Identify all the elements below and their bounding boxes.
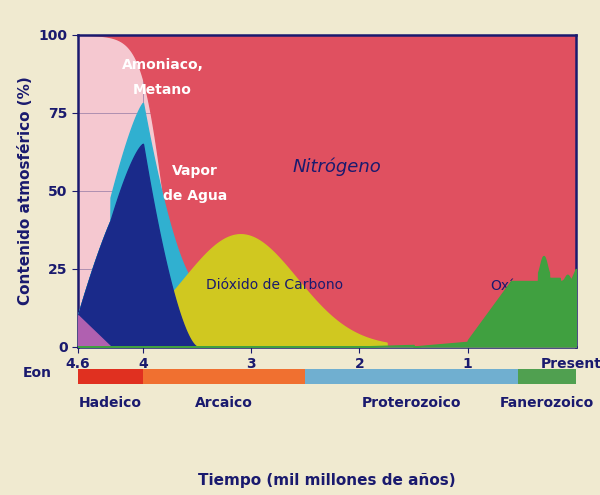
Text: Oxígeno: Oxígeno <box>490 279 548 294</box>
Text: Vapor: Vapor <box>172 164 218 178</box>
Bar <box>78 369 143 384</box>
Text: Metano: Metano <box>133 83 192 97</box>
Text: Arcaico: Arcaico <box>195 396 253 410</box>
Text: Proterozoico: Proterozoico <box>362 396 461 410</box>
Text: Fanerozoico: Fanerozoico <box>500 396 594 410</box>
Text: He: He <box>94 323 110 333</box>
Text: Nitrógeno: Nitrógeno <box>293 157 382 176</box>
Bar <box>305 369 518 384</box>
Text: Eon: Eon <box>23 366 52 380</box>
Text: Amoniaco,: Amoniaco, <box>122 58 203 72</box>
Text: Tiempo (mil millones de años): Tiempo (mil millones de años) <box>198 473 456 488</box>
Y-axis label: Contenido atmosférico (%): Contenido atmosférico (%) <box>18 76 33 305</box>
Bar <box>518 369 576 384</box>
Text: Hadeico: Hadeico <box>79 396 142 410</box>
Text: Presente: Presente <box>541 357 600 371</box>
Text: Dióxido de Carbono: Dióxido de Carbono <box>206 278 343 292</box>
Text: de Agua: de Agua <box>163 189 227 203</box>
Text: H₂: H₂ <box>95 298 109 308</box>
Bar <box>143 369 305 384</box>
